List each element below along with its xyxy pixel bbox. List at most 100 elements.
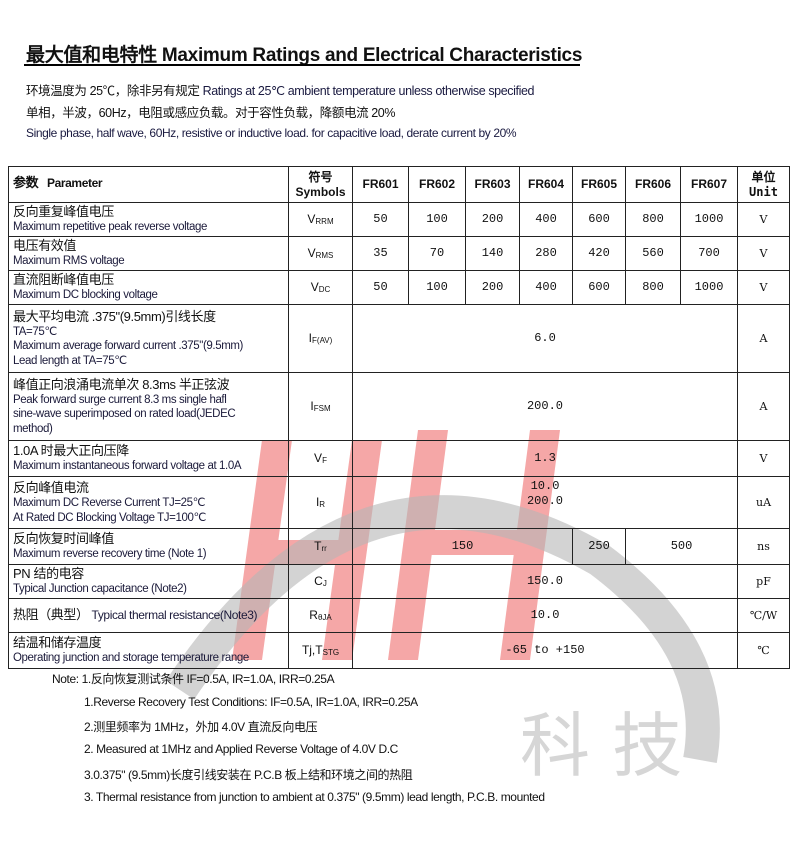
value-cell: 500 [625,528,738,565]
note-line: 1.Reverse Recovery Test Conditions: IF=0… [84,695,418,709]
unit-cell: uA [737,476,790,529]
value-cell: 70 [408,236,466,271]
symbol: Tj,T [301,643,323,657]
value-cell: 35 [352,236,409,271]
param-en: Typical thermal resistance(Note3) [91,608,258,623]
value-cell: 50 [352,202,409,237]
intro-line-3: Single phase, half wave, 60Hz, resistive… [26,126,517,140]
param-cn: 电压有效值 [13,238,77,254]
symbol-subscript: F(AV) [312,336,333,345]
param-cell: 峰值正向浪涌电流单次 8.3ms 半正弦波 Peak forward surge … [8,372,289,441]
table-row: 直流阻断峰值电压 Maximum DC blocking voltage VDC 50… [8,270,790,305]
symbol-subscript: FSM [313,404,331,413]
value-cell: 200.0 [352,372,738,441]
unit-cell: ℃ [737,632,790,669]
param-en: Lead length at TA=75℃ [13,354,127,367]
value-cell: 10.0 200.0 [352,476,738,529]
param-cell: 反向恢复时间峰值 Maximum reverse recovery time (N… [8,528,289,565]
symbol-subscript: rr [321,544,327,553]
value-cell: 600 [572,202,626,237]
unit-cell: V [737,270,790,305]
value-cell: 700 [680,236,738,271]
param-cn: 直流阻断峰值电压 [13,272,114,288]
value-cell: 400 [519,270,573,305]
value-cell: 280 [519,236,573,271]
intro-cn: 单相，半波，60Hz，电阻或感应负载。对于容性负载，降额电流 20% [26,106,396,120]
param-cell: 结温和储存温度 Operating junction and storage te… [8,632,289,669]
intro-en: Single phase, half wave, 60Hz, resistive… [26,126,517,140]
param-en: Maximum average forward current .375"(9.… [13,340,243,353]
param-cn: 结温和储存温度 [13,635,102,651]
unit-cell: A [737,304,790,373]
header-part-fr605: FR605 [572,166,626,203]
header-unit-cn: 单位 [751,169,776,184]
symbol: V [314,451,323,465]
symbol: T [314,539,322,553]
symbol-subscript: DC [318,285,331,294]
table-row: 反向恢复时间峰值 Maximum reverse recovery time (N… [8,528,790,565]
symbol: V [307,212,316,226]
symbol-cell: CJ [288,564,353,599]
param-cn: 1.0A 时最大正向压降 [13,443,129,459]
symbol-subscript: STG [322,648,340,657]
header-part-fr606: FR606 [625,166,681,203]
param-en: Maximum DC Reverse Current TJ=25℃ [13,497,206,510]
symbol-subscript: θJA [317,613,332,622]
value-cell: 200 [465,202,520,237]
param-cn: 反向峰值电流 [13,480,89,495]
value-cell: 400 [519,202,573,237]
header-sym-en: Symbols [295,184,346,199]
note-line: 2. Measured at 1MHz and Applied Reverse … [84,742,398,756]
param-en: At Rated DC Blocking Voltage TJ=100℃ [13,511,206,524]
note-line: 2.测里频率为 1MHz，外加 4.0V 直流反向电压 [84,720,318,734]
symbol: I [308,331,313,345]
intro-line-1: 环境温度为 25℃，除非另有规定 Ratings at 25℃ ambient … [26,80,534,99]
table-row: 热阻（典型） Typical thermal resistance(Note3)… [8,598,790,633]
param-en: TA=75℃ [13,326,57,339]
param-en: Peak forward surge current 8.3 ms single… [13,394,227,407]
param-cn: 反向恢复时间峰值 [13,531,114,547]
table-row: 结温和储存温度 Operating junction and storage te… [8,632,790,669]
title-cn: 最大值和电特性 [26,44,157,66]
header-unit-en: Unit [749,184,778,199]
symbol-cell: VF [288,440,353,477]
param-cn: 热阻（典型） [13,607,89,623]
value-cell: 50 [352,270,409,305]
value-cell: 560 [625,236,681,271]
title-underline [24,64,580,66]
symbol-cell: VDC [288,270,353,305]
param-cell: PN 结的电容 Typical Junction capacitance (Not… [8,564,289,599]
param-cell: 热阻（典型） Typical thermal resistance(Note3) [8,598,289,633]
header-part-fr603: FR603 [465,166,520,203]
value-25c: 10.0 [530,479,560,493]
value-cell: 1000 [680,270,738,305]
param-en: Maximum RMS voltage [13,255,125,268]
value-cell: 100 [408,202,466,237]
table-row: 1.0A 时最大正向压降 Maximum instantaneous forwar… [8,440,790,477]
table-row: 最大平均电流 .375"(9.5mm)引线长度 TA=75℃ Maximum ave… [8,304,790,373]
value-cell: 200 [465,270,520,305]
value-cell: 1.3 [352,440,738,477]
value-cell: 800 [625,202,681,237]
symbol-subscript: RMS [315,251,334,260]
param-cell: 反向峰值电流 Maximum DC Reverse Current TJ=25℃ A… [8,476,289,529]
table-row: 反向峰值电流 Maximum DC Reverse Current TJ=25℃ A… [8,476,790,529]
param-cell: 最大平均电流 .375"(9.5mm)引线长度 TA=75℃ Maximum ave… [8,304,289,373]
unit-cell: pF [737,564,790,599]
symbol-subscript: R [319,500,326,509]
symbol: C [314,574,323,588]
symbol-subscript: F [322,456,327,465]
symbol-cell: Trr [288,528,353,565]
param-en: Maximum reverse recovery time (Note 1) [13,548,207,561]
value-cell: 10.0 [352,598,738,633]
unit-cell: A [737,372,790,441]
param-cn: PN 结的电容 [13,566,84,582]
value-cell: 150.0 [352,564,738,599]
symbol-cell: VRRM [288,202,353,237]
intro-cn: 环境温度为 25℃，除非另有规定 [26,84,200,98]
unit-cell: V [737,440,790,477]
param-en: Maximum instantaneous forward voltage at… [13,460,242,473]
symbol-cell: IF(AV) [288,304,353,373]
symbol-subscript: J [322,579,327,588]
value-100c: 200.0 [526,494,563,508]
